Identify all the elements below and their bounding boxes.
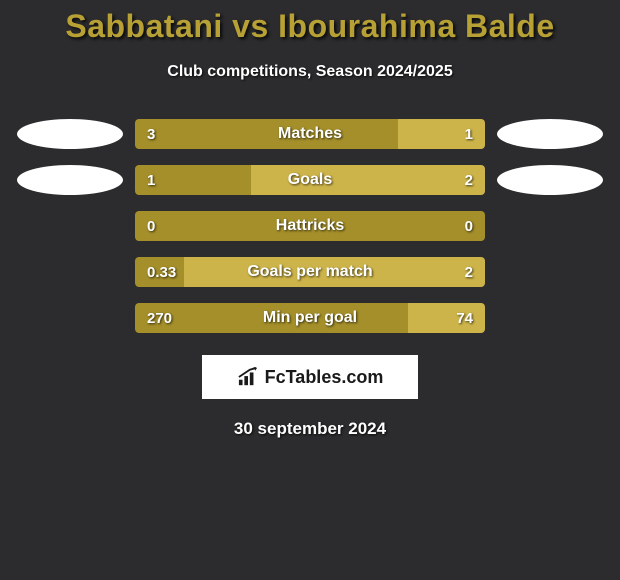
bar-left-segment: 1 <box>135 165 251 195</box>
bar-right-segment: 2 <box>251 165 486 195</box>
bar-label: Matches <box>278 125 342 143</box>
left-value: 270 <box>135 310 172 327</box>
right-ellipse <box>497 303 603 333</box>
date-text: 30 september 2024 <box>0 419 620 439</box>
stat-row: 1 2 Goals <box>0 165 620 195</box>
bar-left-segment: 3 <box>135 119 398 149</box>
bar-right-segment: 74 <box>408 303 485 333</box>
bar-label: Min per goal <box>263 309 357 327</box>
right-value: 2 <box>465 172 485 189</box>
stat-row: 270 74 Min per goal <box>0 303 620 333</box>
left-value: 3 <box>135 126 155 143</box>
stat-bar: 0 0 Hattricks <box>135 211 485 241</box>
right-value: 2 <box>465 264 485 281</box>
bar-right-segment: 1 <box>398 119 486 149</box>
stat-row: 0 0 Hattricks <box>0 211 620 241</box>
left-ellipse <box>17 119 123 149</box>
left-ellipse <box>17 211 123 241</box>
subtitle: Club competitions, Season 2024/2025 <box>0 63 620 81</box>
stat-bar: 1 2 Goals <box>135 165 485 195</box>
right-value: 1 <box>465 126 485 143</box>
right-ellipse <box>497 257 603 287</box>
bar-label: Goals per match <box>247 263 372 281</box>
right-ellipse <box>497 165 603 195</box>
bar-label: Goals <box>288 171 332 189</box>
stats-rows: 3 1 Matches 1 2 Goals 0 0 Hattricks 0.33 2 Goals pe… <box>0 119 620 333</box>
right-ellipse <box>497 211 603 241</box>
left-ellipse <box>17 257 123 287</box>
left-value: 0.33 <box>135 264 176 281</box>
stat-row: 0.33 2 Goals per match <box>0 257 620 287</box>
logo-box[interactable]: FcTables.com <box>202 355 418 399</box>
bar-label: Hattricks <box>276 217 344 235</box>
stat-bar: 0.33 2 Goals per match <box>135 257 485 287</box>
stat-bar: 270 74 Min per goal <box>135 303 485 333</box>
right-value: 0 <box>465 218 485 235</box>
stat-bar: 3 1 Matches <box>135 119 485 149</box>
left-ellipse <box>17 165 123 195</box>
page-title: Sabbatani vs Ibourahima Balde <box>0 8 620 45</box>
bar-left-segment: 0.33 <box>135 257 184 287</box>
left-value: 0 <box>135 218 155 235</box>
right-ellipse <box>497 119 603 149</box>
right-value: 74 <box>456 310 485 327</box>
left-value: 1 <box>135 172 155 189</box>
left-ellipse <box>17 303 123 333</box>
logo-text: FcTables.com <box>265 367 384 388</box>
chart-icon <box>237 367 259 387</box>
stat-row: 3 1 Matches <box>0 119 620 149</box>
